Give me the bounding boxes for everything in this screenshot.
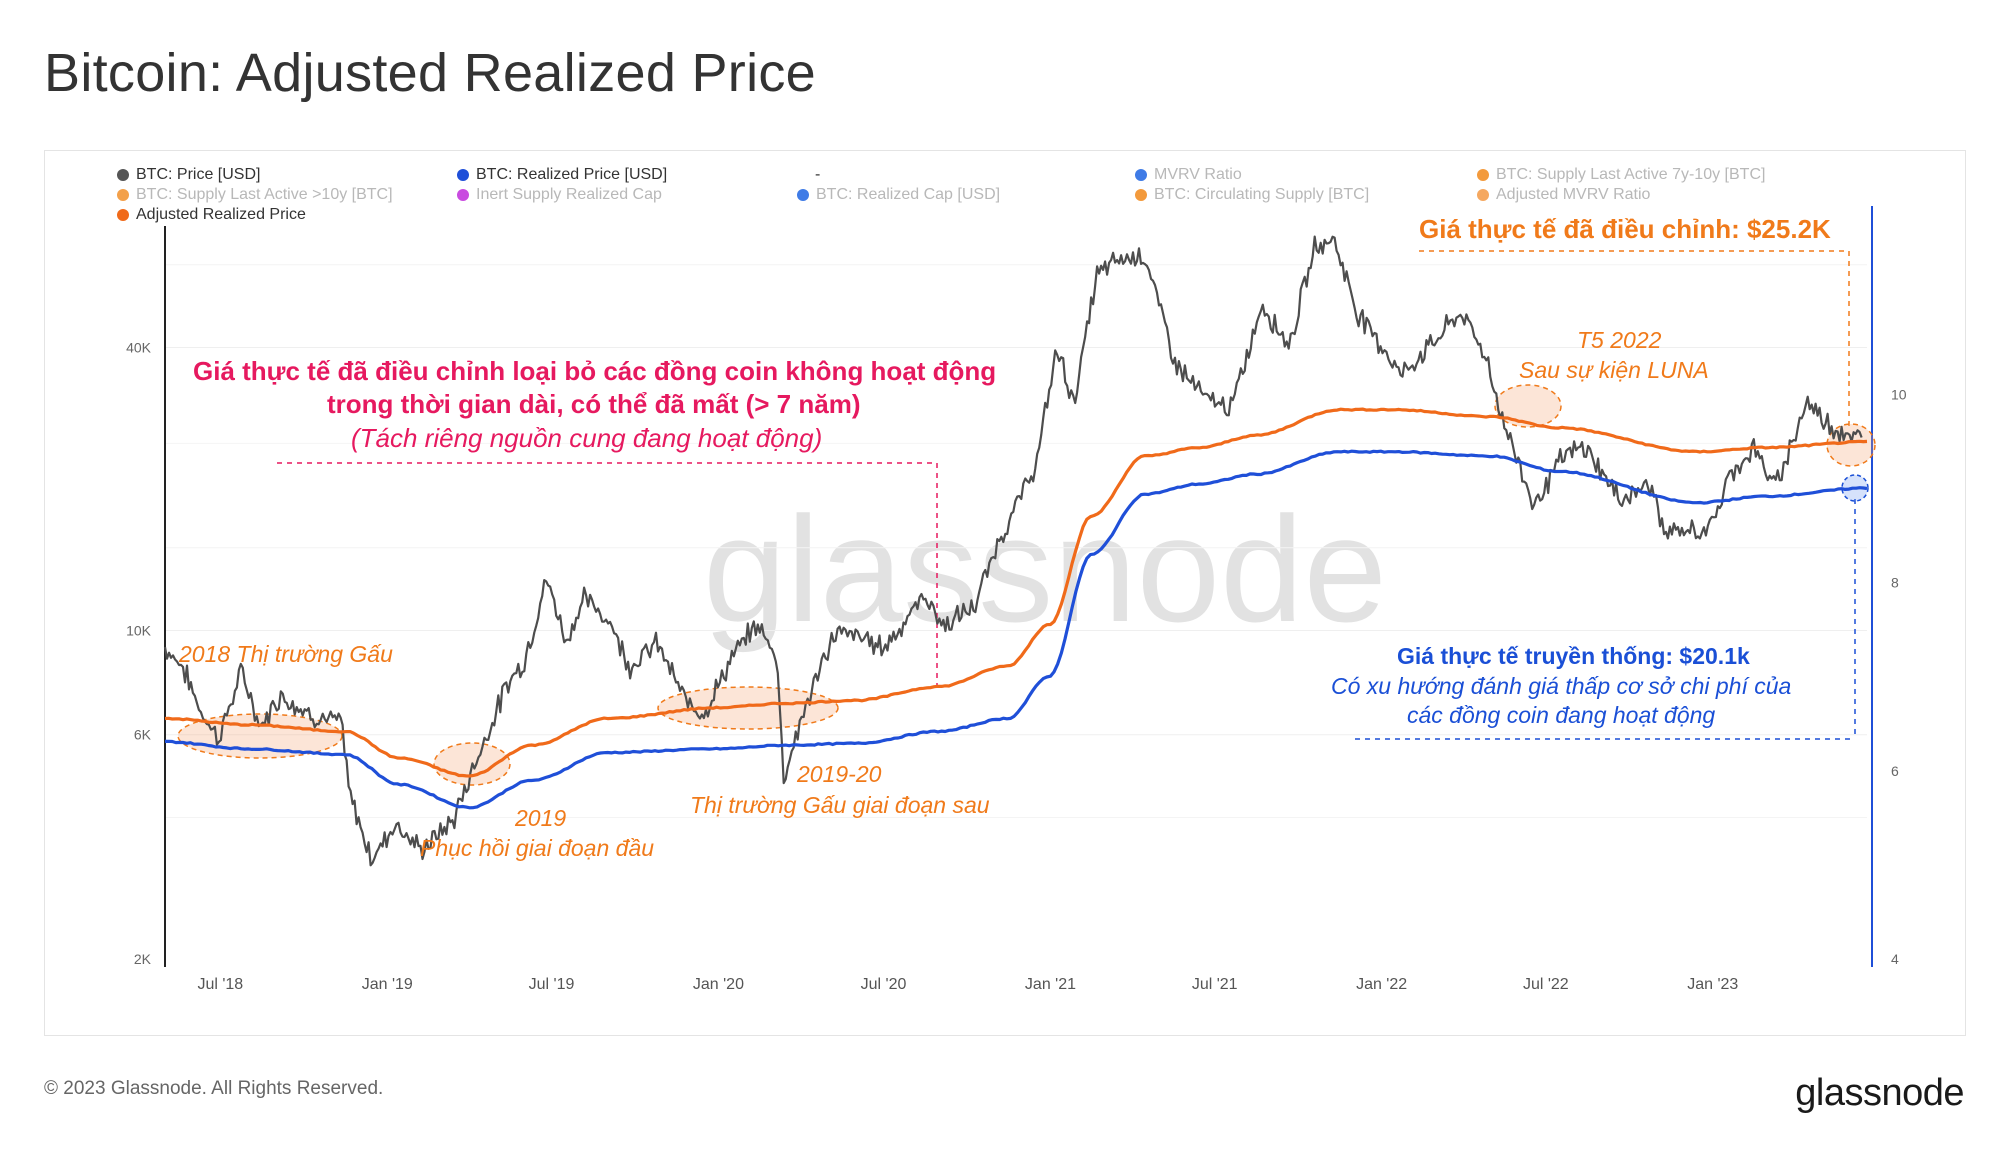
- highlight-luna: [1494, 384, 1562, 428]
- x-tick-label: Jul '21: [1192, 976, 1238, 993]
- y-tick-label-right: 8: [1891, 575, 1899, 591]
- legend-dot-icon: [117, 169, 129, 181]
- annotation-luna-desc: Sau sự kiện LUNA: [1519, 357, 1709, 383]
- annotation-adjusted-value: Giá thực tế đã điều chỉnh: $25.2K: [1419, 214, 1831, 244]
- annotation-bear-2018: 2018 Thị trường Gấu: [179, 641, 393, 667]
- annotation-realized-value: Giá thực tế truyền thống: $20.1k: [1397, 643, 1750, 669]
- y-tick-label-right: 4: [1891, 951, 1899, 967]
- chart-frame: glassnode 2K 6K 10K 40K 4 6 8 10 Jul '18 Jan '19 Ju…: [44, 150, 1966, 1036]
- legend-label: Inert Supply Realized Cap: [476, 186, 662, 203]
- legend-item-realized-price[interactable]: BTC: Realized Price [USD]: [457, 166, 667, 184]
- legend-dot-icon: [457, 169, 469, 181]
- series-line-btc-price: [163, 235, 1863, 867]
- y-tick-label-right: 10: [1891, 386, 1907, 402]
- highlight-adjusted-end: [1826, 423, 1876, 467]
- legend-item-mvrv[interactable]: MVRV Ratio: [1135, 166, 1242, 184]
- legend-dot-icon: [1135, 189, 1147, 201]
- brand-logo: glassnode: [1795, 1072, 1964, 1114]
- x-tick-label: Jul '22: [1523, 976, 1569, 993]
- legend-label: Adjusted MVRV Ratio: [1496, 186, 1651, 203]
- legend-dot-icon: [1135, 169, 1147, 181]
- legend-item-inert-supply[interactable]: Inert Supply Realized Cap: [457, 186, 662, 204]
- annotation-2019-desc: Phục hồi giai đoạn đầu: [420, 835, 655, 861]
- annotation-2019-title: 2019: [515, 805, 567, 831]
- legend-item-dash[interactable]: -: [815, 166, 820, 184]
- chart-svg: glassnode 2K 6K 10K 40K 4 6 8 10 Jul '18 Jan '19 Ju…: [126, 206, 1907, 993]
- legend-item-adjusted-realized-price[interactable]: Adjusted Realized Price: [117, 206, 306, 224]
- legend-item-circulating-supply[interactable]: BTC: Circulating Supply [BTC]: [1135, 186, 1369, 204]
- x-tick-label: Jul '18: [197, 976, 243, 993]
- y-tick-label-left: 6K: [134, 727, 152, 743]
- y-tick-label-left: 10K: [126, 622, 152, 638]
- legend-label: BTC: Realized Price [USD]: [476, 166, 668, 183]
- x-tick-label: Jan '23: [1687, 976, 1738, 993]
- page-title: Bitcoin: Adjusted Realized Price: [44, 43, 817, 103]
- annotation-main-line1: Giá thực tế đã điều chỉnh loại bỏ các đồ…: [193, 356, 997, 386]
- legend-item-realized-cap[interactable]: BTC: Realized Cap [USD]: [797, 186, 1000, 204]
- y-tick-label-left: 2K: [134, 951, 152, 967]
- legend-label: Adjusted Realized Price: [136, 206, 306, 223]
- x-tick-label: Jan '22: [1356, 976, 1407, 993]
- series-line-realized-price: [164, 449, 1868, 810]
- x-tick-label: Jul '19: [529, 976, 575, 993]
- legend-label: BTC: Supply Last Active >10y [BTC]: [136, 186, 393, 203]
- footer-copyright: © 2023 Glassnode. All Rights Reserved.: [44, 1078, 384, 1099]
- legend-label: BTC: Circulating Supply [BTC]: [1154, 186, 1370, 203]
- x-tick-label: Jul '20: [861, 976, 907, 993]
- legend-label: BTC: Realized Cap [USD]: [816, 186, 1001, 203]
- legend-item-btc-price[interactable]: BTC: Price [USD]: [117, 166, 260, 184]
- legend-label: -: [815, 166, 821, 183]
- legend-label: BTC: Supply Last Active 7y-10y [BTC]: [1496, 166, 1766, 183]
- x-tick-label: Jan '21: [1025, 976, 1076, 993]
- legend-item-supply-7y-10y[interactable]: BTC: Supply Last Active 7y-10y [BTC]: [1477, 166, 1765, 184]
- annotation-main-line2: trong thời gian dài, có thể đã mất (> 7 …: [327, 389, 861, 419]
- annotation-realized-desc2: các đồng coin đang hoạt động: [1407, 702, 1716, 728]
- legend-dot-icon: [1477, 169, 1489, 181]
- annotation-main-line3: (Tách riêng nguồn cung đang hoạt động): [351, 423, 823, 453]
- legend-item-supply-10y[interactable]: BTC: Supply Last Active >10y [BTC]: [117, 186, 393, 204]
- y-tick-label-left: 40K: [126, 339, 152, 355]
- annotation-2019-20-title: 2019-20: [797, 761, 882, 787]
- x-tick-label: Jan '19: [362, 976, 413, 993]
- x-tick-label: Jan '20: [693, 976, 744, 993]
- watermark: glassnode: [703, 485, 1387, 653]
- legend-dot-icon: [117, 189, 129, 201]
- legend-dot-icon: [457, 189, 469, 201]
- legend-item-adjusted-mvrv[interactable]: Adjusted MVRV Ratio: [1477, 186, 1650, 204]
- legend-dot-icon: [797, 189, 809, 201]
- series-line-adjusted-realized-price: [164, 407, 1868, 778]
- annotation-2019-20-desc: Thị trường Gấu giai đoạn sau: [690, 792, 990, 818]
- annotation-realized-desc1: Có xu hướng đánh giá thấp cơ sở chi phí …: [1331, 673, 1792, 699]
- annotation-luna-title: T5 2022: [1577, 327, 1662, 353]
- legend-dot-icon: [117, 209, 129, 221]
- legend-dot-icon: [1477, 189, 1489, 201]
- y-tick-label-right: 6: [1891, 763, 1899, 779]
- legend-label: MVRV Ratio: [1154, 166, 1242, 183]
- legend-label: BTC: Price [USD]: [136, 166, 261, 183]
